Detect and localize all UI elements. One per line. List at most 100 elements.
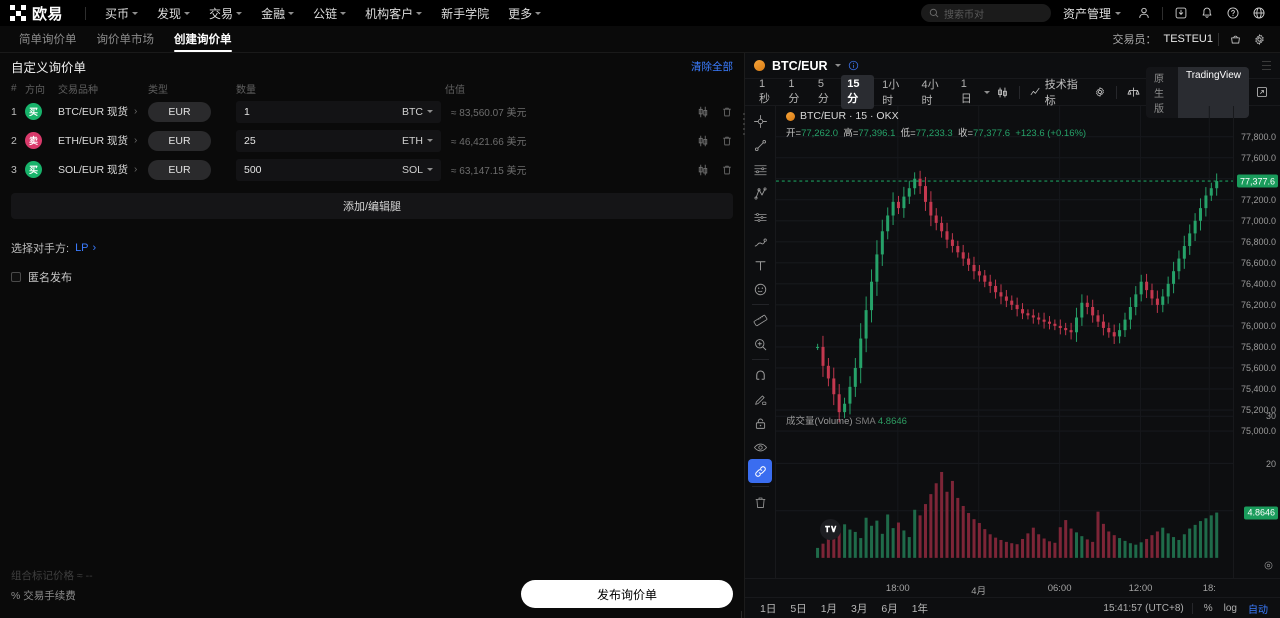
tab-create-rfq[interactable]: 创建询价单 [165,26,241,52]
timeframe-4h[interactable]: 4小时 [921,79,939,107]
view-mode-tradingview[interactable]: TradingView [1177,66,1249,118]
quantity-input[interactable]: 25 ETH [236,129,441,152]
counterparty-value[interactable]: LP [75,242,89,254]
delete-row-button[interactable] [721,135,733,147]
nav-item-buy-crypto[interactable]: 买币 [96,1,147,26]
chart-plot-area[interactable]: BTC/EUR · 15 · OKX 开=77,262.0 高=77,396.1… [776,106,1233,578]
text-tool[interactable] [748,253,772,277]
row-symbol-selector[interactable]: BTC/EUR 现货 › [58,104,148,119]
zoom-in-tool[interactable] [748,332,772,356]
range-1m[interactable]: 1月 [820,602,838,615]
tab-simple-rfq[interactable]: 简单询价单 [10,26,86,52]
type-pill[interactable]: EUR [148,130,211,151]
indicators-button[interactable]: 技术指标 [1026,74,1088,110]
type-pill[interactable]: EUR [148,101,211,122]
settings-button[interactable] [1248,29,1270,49]
search-input[interactable]: 搜索币对 [920,4,1051,22]
nav-item-more[interactable]: 更多 [499,1,550,26]
timeframe-1h[interactable]: 1小时 [882,79,900,107]
axis-settings-icon[interactable] [1263,560,1274,574]
timeframe-1d[interactable]: 1日 [960,78,972,105]
timeframe-15m[interactable]: 15分 [841,75,875,109]
patterns-tool[interactable] [748,205,772,229]
price-axis[interactable]: 77,800.077,600.077,400.077,200.077,000.0… [1233,106,1280,578]
quantity-unit-selector[interactable]: ETH [402,135,433,147]
delete-row-button[interactable] [721,164,733,176]
info-icon[interactable] [848,60,859,71]
language-button[interactable] [1248,3,1270,23]
row-direction[interactable]: 买 [25,103,58,120]
clear-all-button[interactable]: 清除全部 [691,60,733,73]
delete-row-button[interactable] [721,106,733,118]
log-scale-button[interactable]: log [1223,602,1237,614]
ruler-tool[interactable] [748,308,772,332]
row-symbol-selector[interactable]: SOL/EUR 现货 › [58,162,148,177]
range-1y[interactable]: 1年 [911,602,929,615]
nav-item-academy[interactable]: 新手学院 [432,1,498,26]
horizontal-lines-tool[interactable] [748,157,772,181]
link-tool[interactable] [748,459,772,483]
chart-settings-button[interactable] [1090,84,1110,100]
nav-item-finance[interactable]: 金融 [252,1,303,26]
help-button[interactable] [1222,3,1244,23]
quantity-input[interactable]: 1 BTC [236,100,441,123]
pencil-lock-tool[interactable] [748,387,772,411]
time-axis[interactable]: 18:00 4月 06:00 12:00 18: [745,578,1280,597]
candlestick-chart-button[interactable] [697,164,709,176]
range-5d[interactable]: 5日 [790,602,807,615]
range-3m[interactable]: 3月 [851,602,868,615]
add-edit-leg-button[interactable]: 添加/编辑腿 [11,193,733,219]
chart-panel-handle[interactable] [1262,61,1271,70]
compare-button[interactable] [1123,84,1144,101]
brush-tool[interactable] [748,229,772,253]
timeframe-5m[interactable]: 5分 [817,78,829,105]
publish-rfq-button[interactable]: 发布询价单 [521,580,733,608]
panel-splitter[interactable] [741,113,747,135]
row-actions [675,106,733,118]
user-account-button[interactable] [1133,3,1155,23]
resize-handle[interactable] [734,608,743,618]
fullscreen-button[interactable] [1252,84,1272,100]
nav-item-chain[interactable]: 公链 [304,1,355,26]
row-direction[interactable]: 买 [25,161,58,178]
auto-scale-button[interactable]: 自动 [1248,604,1268,616]
anonymous-publish-checkbox[interactable]: 匿名发布 [11,269,733,285]
range-1d[interactable]: 1日 [760,602,777,615]
okx-logo[interactable]: 欧易 [10,3,63,24]
quantity-unit-selector[interactable]: BTC [402,106,433,118]
range-6m[interactable]: 6月 [881,602,898,615]
crosshair-tool[interactable] [748,109,772,133]
download-app-button[interactable] [1170,3,1192,23]
trend-line-tool[interactable] [748,133,772,157]
trash-tool[interactable] [748,490,772,514]
view-mode-native[interactable]: 原生版 [1153,73,1164,115]
eye-tool[interactable] [748,435,772,459]
timeframe-1m[interactable]: 1分 [788,78,800,105]
toolbar-divider [1116,85,1117,99]
cart-icon [1230,35,1240,43]
nav-item-institutional[interactable]: 机构客户 [356,1,431,26]
percent-scale-button[interactable]: % [1203,602,1213,614]
type-pill[interactable]: EUR [148,159,211,180]
lock-tool[interactable] [748,411,772,435]
tab-rfq-market[interactable]: 询价单市场 [88,26,164,52]
pitchfork-tool[interactable] [748,181,772,205]
candlestick-chart-button[interactable] [697,135,709,147]
tradingview-logo[interactable] [820,519,841,540]
timeframe-1s[interactable]: 1秒 [759,78,770,105]
nav-item-discover[interactable]: 发现 [148,1,199,26]
candlestick-chart-button[interactable] [697,106,709,118]
emoji-tool[interactable] [748,277,772,301]
row-direction[interactable]: 卖 [25,132,58,149]
quantity-input[interactable]: 500 SOL [236,158,441,181]
chevron-down-icon[interactable] [984,90,991,94]
chevron-down-icon[interactable] [834,64,841,67]
nav-item-trade[interactable]: 交易 [200,1,251,26]
magnet-tool[interactable] [748,363,772,387]
notifications-button[interactable] [1196,3,1218,23]
asset-management-menu[interactable]: 资产管理 [1055,5,1129,22]
quantity-unit-selector[interactable]: SOL [402,164,433,176]
chart-type-button[interactable] [992,84,1013,101]
cart-button[interactable] [1224,29,1246,49]
row-symbol-selector[interactable]: ETH/EUR 现货 › [58,133,148,148]
